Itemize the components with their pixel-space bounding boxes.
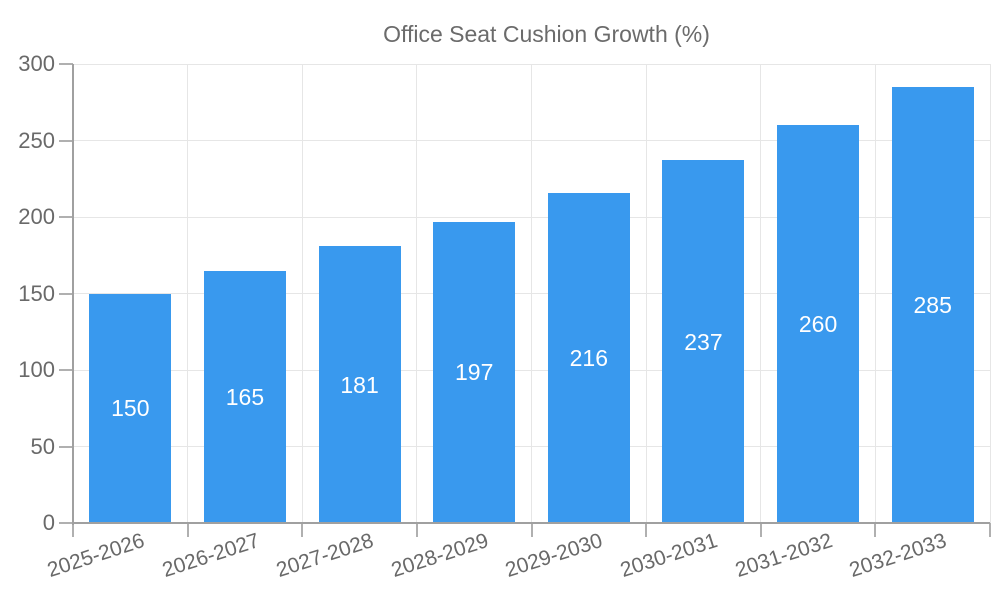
bar: [89, 293, 172, 522]
bar-value-label: 216: [569, 344, 608, 371]
y-tick-label: 150: [18, 280, 55, 306]
x-tick-label: 2028-2029: [388, 529, 491, 582]
y-tick-label: 0: [42, 510, 55, 535]
x-tick-label: 2032-2033: [846, 529, 950, 582]
x-tick: [415, 523, 418, 537]
x-tick: [301, 523, 304, 537]
v-gridline: [989, 64, 991, 523]
y-tick-label: 50: [30, 433, 55, 459]
bar-value-label: 197: [455, 359, 494, 386]
bar: [203, 270, 286, 522]
bar: [662, 160, 745, 522]
y-tick-label: 200: [18, 204, 55, 229]
v-gridline: [531, 64, 532, 523]
y-tick-label: 300: [18, 51, 55, 76]
y-tick: [59, 139, 73, 142]
x-tick-label: 2025-2026: [44, 529, 148, 582]
x-tick: [645, 523, 648, 537]
v-gridline: [301, 64, 303, 523]
x-tick: [989, 523, 991, 537]
y-tick-label: 100: [18, 357, 55, 382]
x-tick: [874, 523, 877, 537]
bar-value-label: 285: [913, 291, 952, 318]
y-tick-label: 250: [18, 127, 55, 153]
x-tick-label: 2027-2028: [273, 529, 377, 582]
bar-value-label: 260: [798, 311, 838, 338]
bar: [318, 246, 401, 522]
y-tick: [59, 445, 73, 448]
bar: [891, 86, 974, 522]
v-gridline: [874, 64, 876, 523]
legend: Office Seat Cushion Growth (%): [0, 22, 1000, 46]
y-tick: [59, 369, 73, 371]
v-gridline: [416, 64, 418, 523]
x-tick: [530, 523, 533, 537]
y-tick: [59, 292, 73, 295]
bar-value-label: 165: [225, 383, 265, 410]
y-tick: [59, 522, 73, 524]
y-tick: [59, 216, 73, 218]
x-tick-label: 2030-2031: [617, 529, 721, 582]
y-tick: [59, 63, 73, 65]
bar: [547, 192, 630, 522]
x-tick: [759, 523, 762, 537]
x-tick: [72, 523, 74, 537]
bar-value-label: 181: [340, 371, 379, 398]
x-tick-label: 2029-2030: [502, 529, 606, 582]
v-gridline: [187, 64, 189, 523]
x-tick-label: 2031-2032: [732, 529, 835, 582]
y-axis-line: [72, 64, 74, 525]
x-axis-line: [73, 522, 990, 524]
legend-label: Office Seat Cushion Growth (%): [383, 21, 710, 47]
x-tick: [186, 523, 189, 537]
v-gridline: [760, 64, 762, 523]
bar-value-label: 237: [684, 328, 723, 355]
bar-value-label: 150: [111, 395, 150, 422]
bar: [433, 221, 516, 522]
x-tick-label: 2026-2027: [159, 529, 262, 582]
bar: [777, 125, 860, 522]
v-gridline: [645, 64, 647, 523]
